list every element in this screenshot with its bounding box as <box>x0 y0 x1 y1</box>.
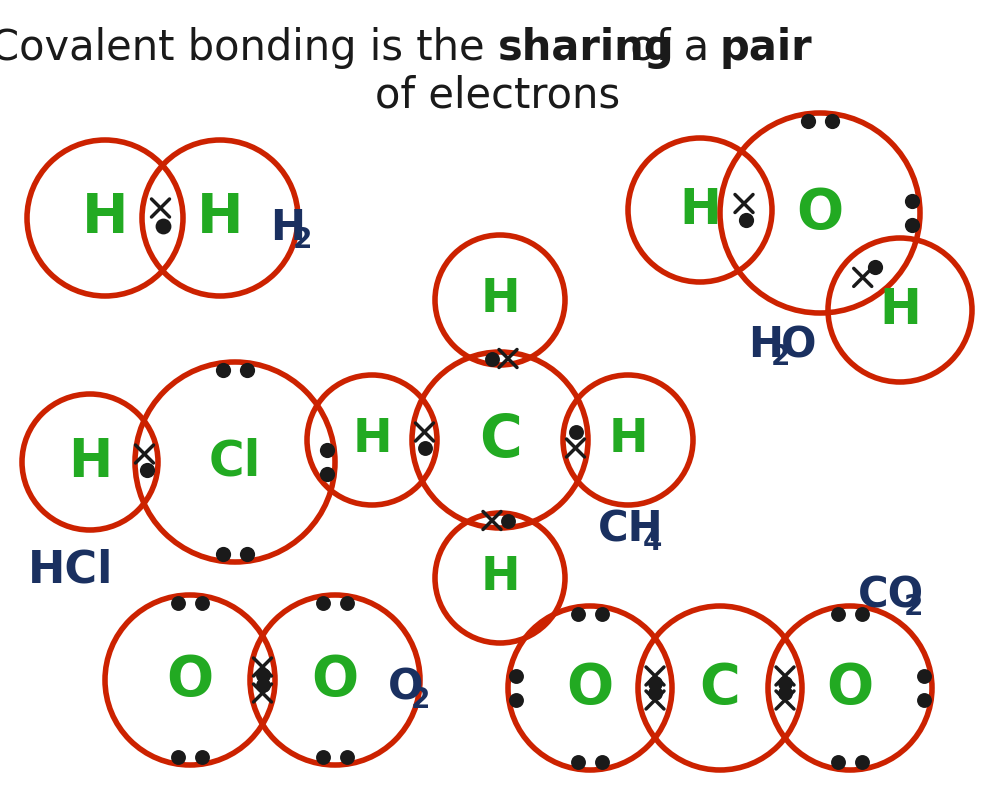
Point <box>916 670 932 682</box>
Text: H: H <box>879 286 921 334</box>
Point <box>854 608 870 621</box>
Point <box>254 678 270 691</box>
Text: O: O <box>827 661 873 715</box>
Point <box>170 597 186 610</box>
Point <box>594 608 610 621</box>
Text: O: O <box>781 324 817 366</box>
Text: 2: 2 <box>411 686 431 714</box>
Point <box>484 352 499 365</box>
Text: of a: of a <box>617 27 723 69</box>
Point <box>139 463 155 476</box>
Point <box>867 261 883 274</box>
Point <box>738 213 754 226</box>
Text: H: H <box>481 555 519 601</box>
Point <box>239 363 255 377</box>
Text: H: H <box>679 186 721 234</box>
Point <box>567 426 583 438</box>
Point <box>904 194 920 207</box>
Point <box>831 608 846 621</box>
Point <box>647 677 663 690</box>
Text: HCl: HCl <box>28 549 114 591</box>
Point <box>777 686 793 699</box>
Point <box>570 755 586 768</box>
Point <box>315 750 331 763</box>
Text: H: H <box>270 207 305 249</box>
Point <box>500 514 516 527</box>
Point <box>904 218 920 231</box>
Point <box>194 750 210 763</box>
Text: O: O <box>388 667 424 709</box>
Text: Cl: Cl <box>208 438 261 486</box>
Text: H: H <box>68 436 112 488</box>
Point <box>594 755 610 768</box>
Point <box>508 670 524 682</box>
Text: C: C <box>479 411 521 469</box>
Text: H: H <box>82 191 129 245</box>
Text: H: H <box>748 324 783 366</box>
Point <box>916 694 932 706</box>
Text: O: O <box>566 661 613 715</box>
Point <box>854 755 870 768</box>
Point <box>239 547 255 560</box>
Point <box>315 597 331 610</box>
Point <box>155 219 170 232</box>
Text: H: H <box>196 191 243 245</box>
Text: H: H <box>352 418 392 462</box>
Text: sharing: sharing <box>498 27 675 69</box>
Point <box>319 467 335 480</box>
Text: 2: 2 <box>293 226 312 254</box>
Point <box>417 442 433 454</box>
Text: CO: CO <box>858 574 924 616</box>
Text: Covalent bonding is the: Covalent bonding is the <box>0 27 498 69</box>
Point <box>215 363 231 377</box>
Text: O: O <box>797 186 843 240</box>
Point <box>319 443 335 456</box>
Text: of electrons: of electrons <box>376 74 620 116</box>
Text: 2: 2 <box>904 593 923 621</box>
Point <box>339 750 355 763</box>
Text: O: O <box>166 653 213 707</box>
Point <box>254 669 270 682</box>
Point <box>570 608 586 621</box>
Point <box>508 694 524 706</box>
Point <box>825 114 840 127</box>
Text: C: C <box>700 661 741 715</box>
Point <box>800 114 816 127</box>
Point <box>647 686 663 699</box>
Text: H: H <box>608 418 648 462</box>
Text: pair: pair <box>719 27 812 69</box>
Point <box>170 750 186 763</box>
Point <box>831 755 846 768</box>
Text: O: O <box>311 653 359 707</box>
Text: CH: CH <box>598 509 664 551</box>
Point <box>339 597 355 610</box>
Text: 4: 4 <box>643 528 662 556</box>
Point <box>194 597 210 610</box>
Text: H: H <box>481 278 519 322</box>
Point <box>215 547 231 560</box>
Point <box>777 677 793 690</box>
Text: 2: 2 <box>771 343 791 371</box>
